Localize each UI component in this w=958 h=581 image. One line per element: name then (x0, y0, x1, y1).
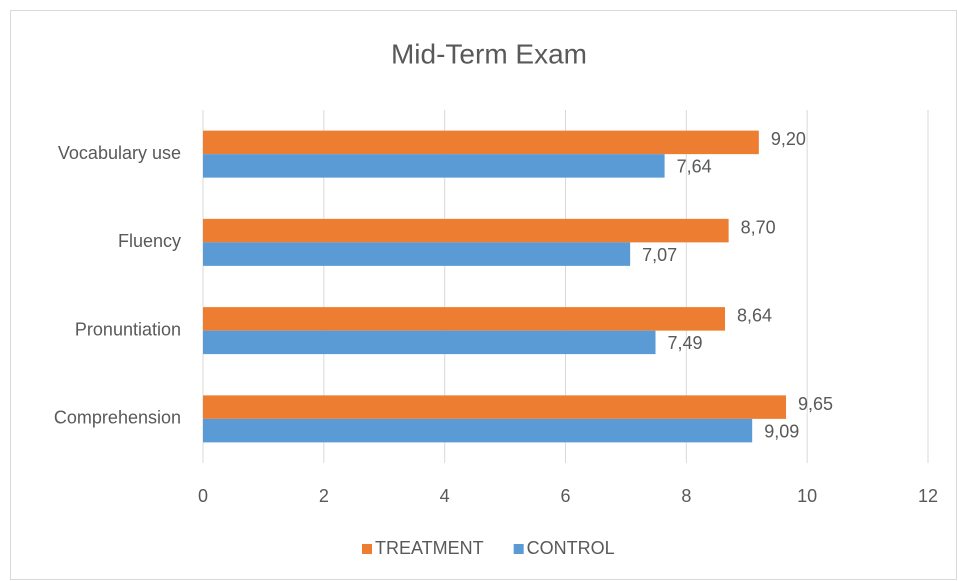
y-tick-label: Comprehension (54, 408, 181, 428)
value-label: 9,20 (771, 129, 806, 149)
chart-border (10, 10, 957, 580)
bar (203, 218, 729, 243)
legend-label: CONTROL (527, 538, 615, 558)
x-tick-label: 10 (797, 486, 817, 506)
bar (203, 395, 787, 419)
bar (203, 418, 753, 443)
x-tick-label: 4 (440, 486, 450, 506)
chart-title: Mid-Term Exam (391, 38, 587, 69)
value-label: 9,09 (764, 421, 799, 441)
x-tick-label: 12 (918, 486, 938, 506)
bar (203, 130, 759, 155)
legend-swatch (362, 544, 372, 554)
value-label: 7,64 (677, 157, 712, 177)
y-tick-label: Pronuntiation (75, 319, 181, 339)
value-label: 7,07 (642, 245, 677, 265)
y-tick-label: Vocabulary use (58, 143, 181, 163)
value-label: 9,65 (798, 394, 833, 414)
y-tick-label: Fluency (118, 231, 181, 251)
x-tick-label: 6 (560, 486, 570, 506)
value-label: 8,64 (737, 306, 772, 326)
bar (203, 154, 665, 178)
legend-swatch (513, 544, 524, 554)
value-label: 8,70 (741, 217, 776, 237)
x-tick-label: 2 (319, 486, 329, 506)
bar (203, 242, 631, 266)
legend-label: TREATMENT (375, 538, 484, 558)
x-tick-label: 0 (198, 486, 208, 506)
bar (203, 307, 725, 331)
x-tick-label: 8 (681, 486, 691, 506)
bar (203, 330, 656, 355)
value-label: 7,49 (668, 333, 703, 353)
